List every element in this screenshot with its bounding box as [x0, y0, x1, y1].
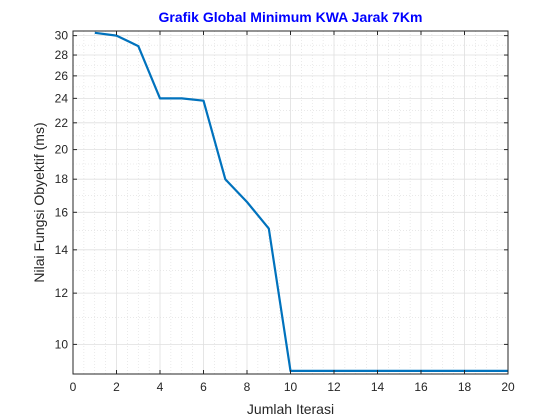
y-tick-label: 22: [55, 116, 69, 130]
x-tick-label: 18: [458, 380, 472, 394]
x-tick-labels: 0 2 4 6 8 10 12 14 16 18 20: [70, 380, 515, 394]
y-tick-label: 14: [55, 243, 69, 257]
y-tick-label: 12: [55, 286, 69, 300]
x-tick-label: 16: [414, 380, 428, 394]
x-tick-label: 14: [371, 380, 385, 394]
x-tick-label: 6: [200, 380, 207, 394]
series-line: [94, 31, 508, 372]
x-tick-label: 12: [327, 380, 341, 394]
x-tick-label: 8: [244, 380, 251, 394]
y-tick-label: 20: [55, 143, 69, 157]
minor-grid: [73, 31, 508, 375]
axis-ticks: [72, 31, 509, 374]
major-grid: [73, 31, 508, 374]
x-tick-label: 10: [284, 380, 298, 394]
y-tick-labels: 10 12 14 16 18 20 22 24 26 28 30: [55, 29, 69, 352]
y-tick-label: 26: [55, 69, 69, 83]
x-tick-label: 2: [113, 380, 120, 394]
x-tick-label: 4: [157, 380, 164, 394]
y-tick-label: 28: [55, 48, 69, 62]
y-axis-title: Nilai Fungsi Obyektif (ms): [31, 122, 47, 282]
chart-title: Grafik Global Minimum KWA Jarak 7Km: [159, 9, 423, 25]
y-tick-label: 16: [55, 205, 69, 219]
x-axis-title: Jumlah Iterasi: [247, 401, 334, 417]
x-tick-label: 20: [501, 380, 515, 394]
y-tick-label: 24: [55, 91, 69, 105]
y-tick-label: 18: [55, 172, 69, 186]
y-tick-label: 10: [55, 337, 69, 351]
x-tick-label: 0: [70, 380, 77, 394]
y-tick-label: 30: [55, 29, 69, 43]
